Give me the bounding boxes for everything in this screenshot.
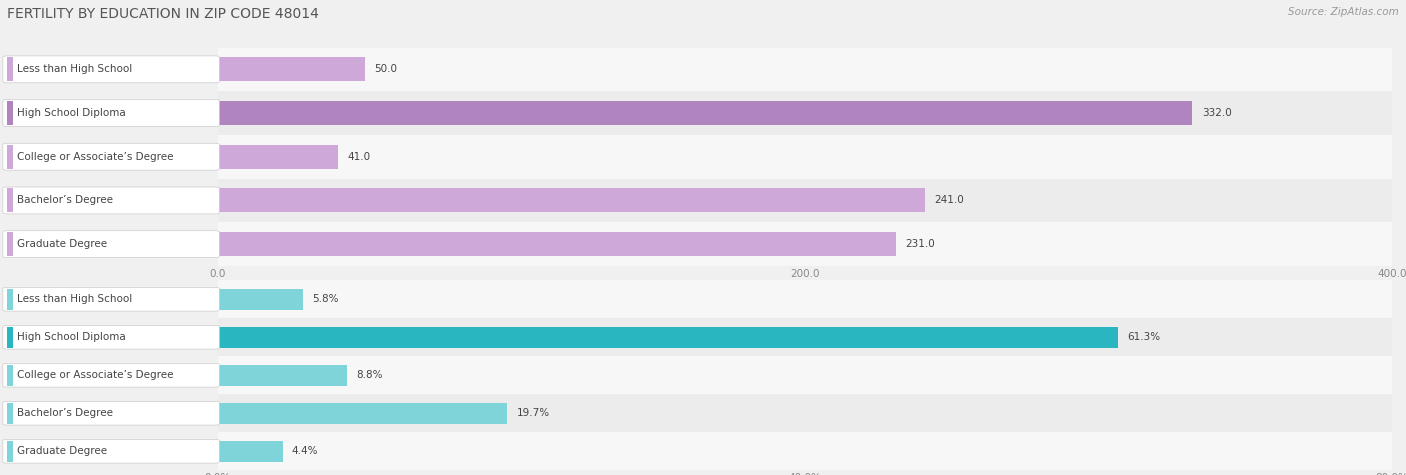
Bar [218, 135, 1392, 179]
Text: Bachelor’s Degree: Bachelor’s Degree [17, 408, 112, 418]
Text: College or Associate’s Degree: College or Associate’s Degree [17, 370, 173, 380]
Text: FERTILITY BY EDUCATION IN ZIP CODE 48014: FERTILITY BY EDUCATION IN ZIP CODE 48014 [7, 7, 319, 21]
Bar [218, 48, 1392, 91]
Bar [218, 179, 1392, 222]
Bar [218, 365, 347, 386]
Text: High School Diploma: High School Diploma [17, 332, 125, 342]
Text: College or Associate’s Degree: College or Associate’s Degree [17, 152, 173, 162]
Text: 61.3%: 61.3% [1126, 332, 1160, 342]
Bar [218, 318, 1392, 356]
Text: 241.0: 241.0 [935, 195, 965, 206]
Bar [218, 394, 1392, 432]
Bar [218, 280, 1392, 318]
Bar [218, 289, 304, 310]
Text: High School Diploma: High School Diploma [17, 108, 125, 118]
Text: 50.0: 50.0 [374, 64, 396, 75]
Bar [218, 356, 1392, 394]
Bar [218, 101, 1192, 125]
Text: Less than High School: Less than High School [17, 64, 132, 75]
Text: 332.0: 332.0 [1202, 108, 1232, 118]
Bar [218, 189, 925, 212]
Text: 231.0: 231.0 [905, 239, 935, 249]
Text: 4.4%: 4.4% [292, 446, 318, 456]
Bar [218, 222, 1392, 266]
Bar [218, 91, 1392, 135]
Text: 41.0: 41.0 [347, 152, 371, 162]
Bar [218, 403, 508, 424]
Bar [218, 232, 896, 256]
Text: 19.7%: 19.7% [516, 408, 550, 418]
Text: Less than High School: Less than High School [17, 294, 132, 304]
Text: 5.8%: 5.8% [312, 294, 339, 304]
Bar [218, 432, 1392, 470]
Text: Bachelor’s Degree: Bachelor’s Degree [17, 195, 112, 206]
Text: Source: ZipAtlas.com: Source: ZipAtlas.com [1288, 7, 1399, 17]
Text: 8.8%: 8.8% [357, 370, 382, 380]
Bar [218, 57, 364, 81]
Text: Graduate Degree: Graduate Degree [17, 446, 107, 456]
Bar [218, 145, 339, 169]
Text: Graduate Degree: Graduate Degree [17, 239, 107, 249]
Bar [218, 327, 1118, 348]
Bar [218, 441, 283, 462]
